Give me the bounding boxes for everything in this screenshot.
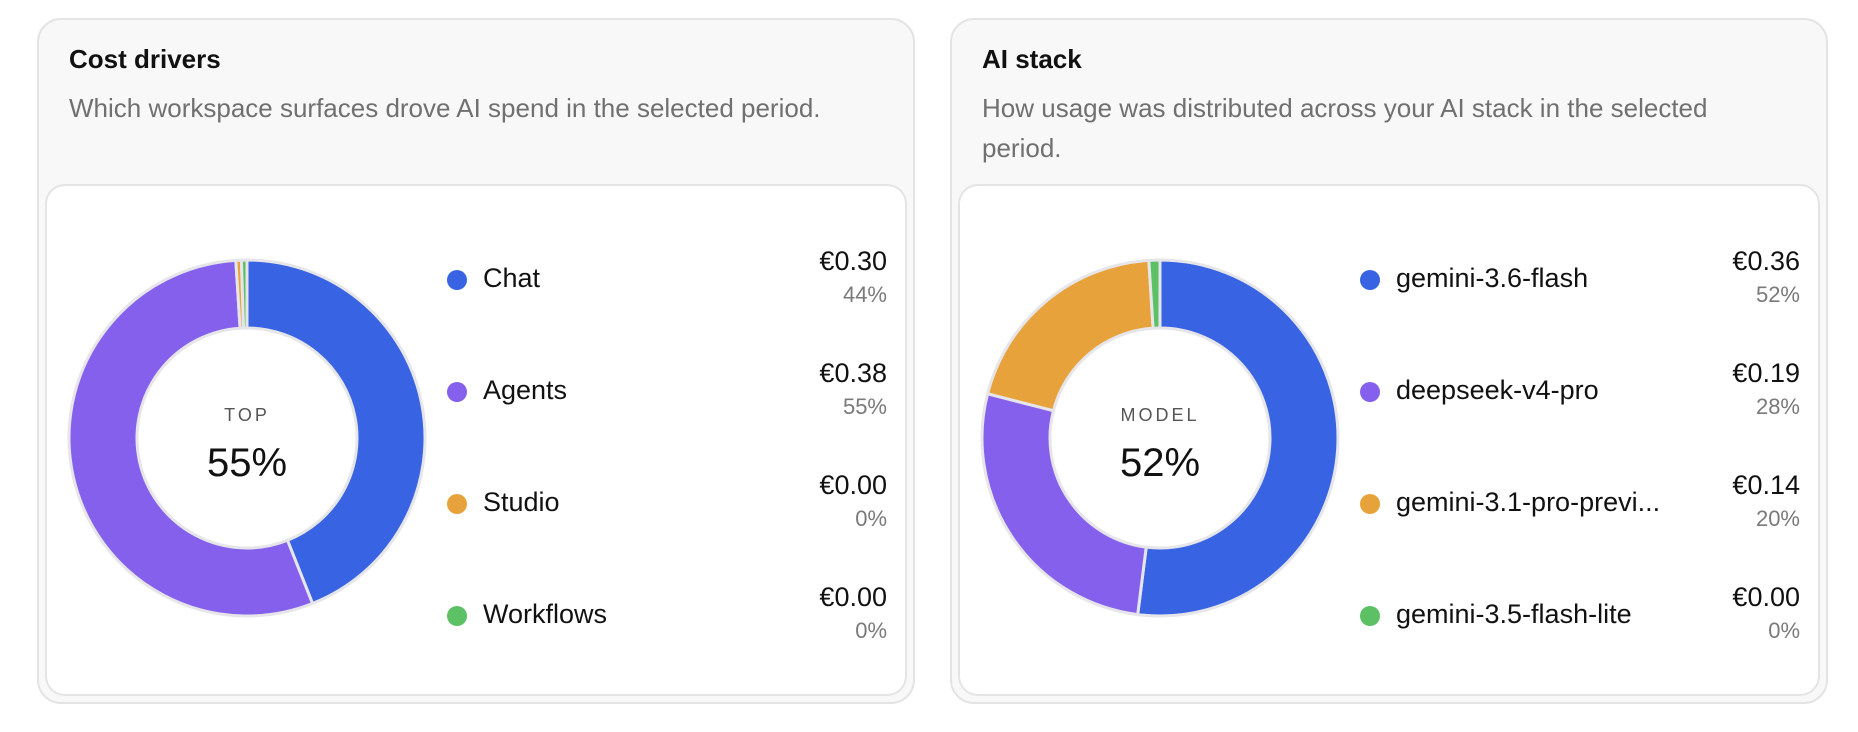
legend-dot <box>1360 606 1380 626</box>
chart-container: MODEL 52% gemini-3.6-flash €0.36 52% dee… <box>958 184 1820 696</box>
legend-item: gemini-3.6-flash €0.36 52% <box>1360 244 1800 320</box>
legend-percent: 0% <box>1768 618 1800 643</box>
legend-value: €0.00 <box>819 582 887 612</box>
card-title: AI stack <box>982 44 1082 74</box>
legend-percent: 44% <box>842 282 887 307</box>
card-description: Which workspace surfaces drove AI spend … <box>69 93 821 123</box>
legend-dot <box>447 382 467 402</box>
legend-percent: 52% <box>1755 282 1800 307</box>
legend-label: gemini-3.1-pro-previ... <box>1396 487 1661 517</box>
legend-value: €0.38 <box>819 358 887 388</box>
legend-percent: 0% <box>855 506 887 531</box>
chart-legend: gemini-3.6-flash €0.36 52% deepseek-v4-p… <box>1360 186 1800 694</box>
card-title: Cost drivers <box>69 44 221 74</box>
legend-label: deepseek-v4-pro <box>1396 375 1599 405</box>
donut-center-label: MODEL <box>1120 405 1199 425</box>
legend-percent: 55% <box>842 394 887 419</box>
legend-item: Chat €0.30 44% <box>447 244 887 320</box>
donut-slice-agents[interactable] <box>67 258 315 618</box>
legend-label: Workflows <box>483 599 608 629</box>
legend-item: Agents €0.38 55% <box>447 356 887 432</box>
legend-item: deepseek-v4-pro €0.19 28% <box>1360 356 1800 432</box>
chart-legend: Chat €0.30 44% Agents €0.38 55% Studio €… <box>447 186 887 694</box>
legend-label: gemini-3.6-flash <box>1396 263 1589 293</box>
legend-percent: 28% <box>1755 394 1800 419</box>
legend-percent: 0% <box>855 618 887 643</box>
legend-value: €0.14 <box>1732 470 1800 500</box>
donut-slice-gemini-3-5-flash-lite[interactable] <box>1147 258 1162 330</box>
legend-dot <box>447 606 467 626</box>
legend-item: Workflows €0.00 0% <box>447 580 887 656</box>
legend-value: €0.36 <box>1732 246 1800 276</box>
donut-center-label: TOP <box>224 405 270 425</box>
chart-container: TOP 55% Chat €0.30 44% Agents €0.38 55% … <box>45 184 907 696</box>
legend-label: Studio <box>483 487 560 517</box>
donut-center-value: 55% <box>207 441 287 485</box>
card-description: How usage was distributed across your AI… <box>982 93 1708 163</box>
legend-dot <box>1360 494 1380 514</box>
legend-label: gemini-3.5-flash-lite <box>1396 599 1632 629</box>
legend-dot <box>447 270 467 290</box>
cost-drivers-card: Cost drivers Which workspace surfaces dr… <box>37 18 915 704</box>
legend-item: Studio €0.00 0% <box>447 468 887 544</box>
donut-chart: TOP 55% <box>67 258 427 618</box>
legend-dot <box>1360 382 1380 402</box>
legend-label: Agents <box>483 375 568 405</box>
donut-chart: MODEL 52% <box>980 258 1340 618</box>
legend-value: €0.30 <box>819 246 887 276</box>
legend-value: €0.00 <box>1732 582 1800 612</box>
donut-slice-chat[interactable] <box>245 258 427 606</box>
legend-dot <box>447 494 467 514</box>
donut-slice-gemini-3-1-pro-previ[interactable] <box>985 258 1155 413</box>
donut-center-value: 52% <box>1120 441 1200 485</box>
legend-value: €0.00 <box>819 470 887 500</box>
legend-percent: 20% <box>1755 506 1800 531</box>
legend-item: gemini-3.5-flash-lite €0.00 0% <box>1360 580 1800 656</box>
donut-slice-deepseek-v4-pro[interactable] <box>980 391 1148 617</box>
ai-stack-card: AI stack How usage was distributed acros… <box>950 18 1828 704</box>
legend-dot <box>1360 270 1380 290</box>
donut-slice-workflows[interactable] <box>239 258 249 330</box>
legend-label: Chat <box>483 263 541 293</box>
donut-slice-gemini-3-6-flash[interactable] <box>1136 258 1340 618</box>
legend-value: €0.19 <box>1732 358 1800 388</box>
legend-item: gemini-3.1-pro-previ... €0.14 20% <box>1360 468 1800 544</box>
